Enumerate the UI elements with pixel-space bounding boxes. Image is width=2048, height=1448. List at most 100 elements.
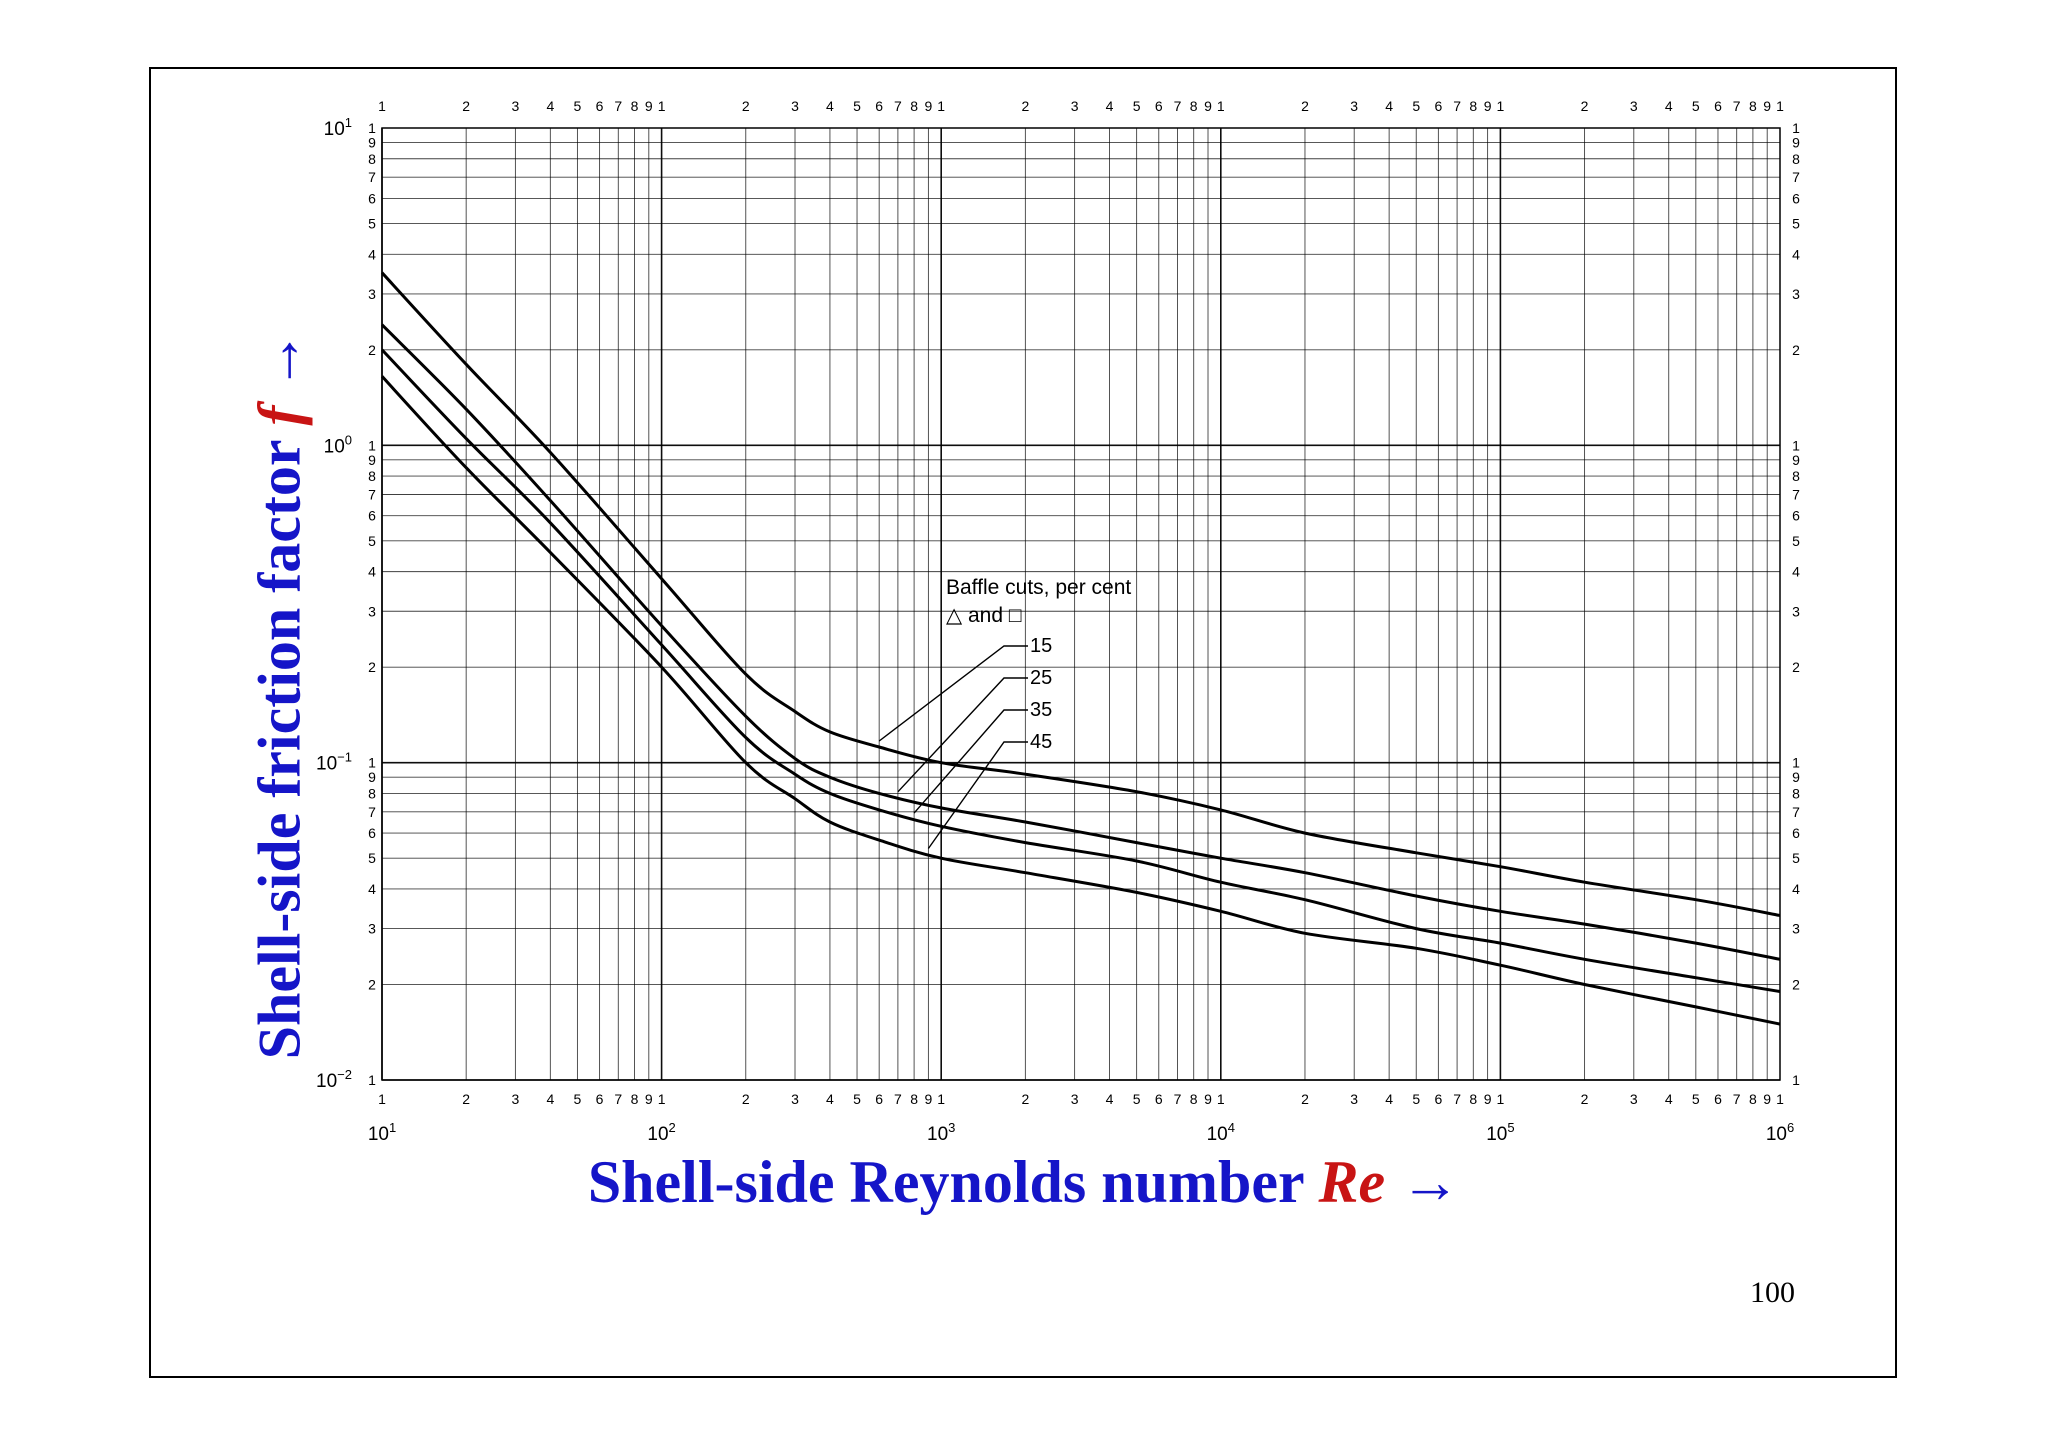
legend-leader-15 — [878, 645, 1028, 742]
x-tick-label-top: 2 — [462, 98, 470, 114]
y-tick-label-right: 1 — [1792, 120, 1800, 136]
y-decade-exponent: 1 — [345, 115, 352, 130]
legend-leader-25 — [897, 677, 1028, 793]
y-decade-label: 101 — [324, 115, 352, 140]
y-tick-label-left: 9 — [368, 135, 376, 151]
page-number: 100 — [1750, 1276, 1795, 1309]
x-tick-label-top: 3 — [512, 98, 520, 114]
x-tick-label-top: 6 — [1155, 98, 1163, 114]
x-tick-label-top: 7 — [614, 98, 622, 114]
y-tick-label-left: 7 — [368, 169, 376, 185]
y-tick-label-right: 5 — [1792, 850, 1800, 866]
x-tick-label-bottom: 6 — [596, 1091, 604, 1107]
y-tick-label-left: 5 — [368, 850, 376, 866]
x-axis-variable: Re — [1318, 1149, 1386, 1215]
x-tick-label-bottom: 8 — [910, 1091, 918, 1107]
y-tick-label-right: 7 — [1792, 169, 1800, 185]
y-tick-label-left: 8 — [368, 785, 376, 801]
x-tick-label-top: 5 — [853, 98, 861, 114]
y-tick-label-left: 1 — [368, 1072, 376, 1088]
x-tick-label-top: 7 — [1733, 98, 1741, 114]
x-tick-label-bottom: 5 — [574, 1091, 582, 1107]
x-tick-label-bottom: 9 — [1484, 1091, 1492, 1107]
y-tick-label-right: 1 — [1792, 437, 1800, 453]
y-tick-label-right: 1 — [1792, 755, 1800, 771]
x-tick-label-bottom: 1 — [1497, 1091, 1505, 1107]
y-tick-label-right: 4 — [1792, 246, 1800, 262]
x-decade-label: 101 — [368, 1120, 396, 1145]
legend-leader-35 — [913, 709, 1028, 814]
x-tick-label-top: 9 — [645, 98, 653, 114]
x-tick-label-top: 5 — [1133, 98, 1141, 114]
x-tick-label-bottom: 2 — [1021, 1091, 1029, 1107]
y-tick-label-right: 9 — [1792, 452, 1800, 468]
y-tick-label-left: 5 — [368, 533, 376, 549]
x-tick-label-bottom: 7 — [614, 1091, 622, 1107]
x-tick-label-top: 9 — [1763, 98, 1771, 114]
x-tick-label-bottom: 3 — [1350, 1091, 1358, 1107]
legend-title: Baffle cuts, per cent — [946, 576, 1131, 599]
x-tick-label-top: 5 — [1412, 98, 1420, 114]
x-tick-label-top: 3 — [1350, 98, 1358, 114]
x-tick-label-bottom: 6 — [1714, 1091, 1722, 1107]
x-tick-label-top: 1 — [1776, 98, 1784, 114]
x-tick-label-top: 2 — [742, 98, 750, 114]
y-tick-label-right: 1 — [1792, 1072, 1800, 1088]
x-tick-label-bottom: 2 — [1301, 1091, 1309, 1107]
x-tick-label-bottom: 4 — [826, 1091, 834, 1107]
x-tick-label-bottom: 7 — [894, 1091, 902, 1107]
x-tick-label-top: 4 — [1665, 98, 1673, 114]
x-tick-label-bottom: 1 — [658, 1091, 666, 1107]
y-decade-exponent: 0 — [345, 432, 352, 447]
x-tick-label-bottom: 8 — [631, 1091, 639, 1107]
x-tick-label-top: 3 — [1071, 98, 1079, 114]
y-tick-label-left: 6 — [368, 190, 376, 206]
y-decade-label: 10−2 — [316, 1067, 352, 1092]
y-tick-label-left: 7 — [368, 486, 376, 502]
slide-frame — [149, 67, 1897, 1378]
y-tick-label-right: 3 — [1792, 921, 1800, 937]
x-tick-label-top: 4 — [1106, 98, 1114, 114]
y-tick-label-left: 9 — [368, 452, 376, 468]
x-tick-label-top: 2 — [1021, 98, 1029, 114]
x-tick-label-bottom: 4 — [1665, 1091, 1673, 1107]
x-tick-label-top: 6 — [596, 98, 604, 114]
x-tick-label-top: 9 — [1204, 98, 1212, 114]
x-tick-label-bottom: 7 — [1733, 1091, 1741, 1107]
legend-label-15: 15 — [1030, 635, 1052, 657]
grid-minor-lines — [382, 128, 1780, 1080]
y-tick-label-left: 6 — [368, 508, 376, 524]
x-tick-label-top: 5 — [574, 98, 582, 114]
y-decade-label: 100 — [324, 432, 352, 457]
y-axis-label-text: Shell-side friction factor — [246, 440, 313, 1060]
plot-border — [381, 127, 1781, 1081]
x-tick-label-top: 7 — [894, 98, 902, 114]
y-tick-label-left: 6 — [368, 825, 376, 841]
x-tick-label-bottom: 4 — [1106, 1091, 1114, 1107]
x-tick-label-top: 9 — [925, 98, 933, 114]
y-decade-exponent: −2 — [337, 1067, 352, 1082]
y-tick-label-left: 4 — [368, 564, 376, 580]
x-tick-label-bottom: 7 — [1453, 1091, 1461, 1107]
y-tick-label-right: 3 — [1792, 286, 1800, 302]
x-tick-label-top: 1 — [1497, 98, 1505, 114]
x-tick-label-bottom: 7 — [1174, 1091, 1182, 1107]
x-tick-label-top: 2 — [1581, 98, 1589, 114]
y-tick-label-left: 1 — [368, 755, 376, 771]
y-tick-label-right: 5 — [1792, 216, 1800, 232]
x-tick-label-bottom: 8 — [1749, 1091, 1757, 1107]
x-tick-label-top: 4 — [1385, 98, 1393, 114]
x-tick-label-top: 5 — [1692, 98, 1700, 114]
x-tick-label-top: 2 — [1301, 98, 1309, 114]
x-tick-label-bottom: 8 — [1469, 1091, 1477, 1107]
x-tick-label-top: 4 — [546, 98, 554, 114]
y-tick-label-left: 5 — [368, 216, 376, 232]
x-tick-label-bottom: 5 — [1412, 1091, 1420, 1107]
y-tick-label-left: 3 — [368, 921, 376, 937]
y-tick-label-right: 4 — [1792, 564, 1800, 580]
legend-label-45: 45 — [1030, 731, 1052, 753]
legend-leader-45 — [927, 741, 1028, 849]
x-tick-label-top: 4 — [826, 98, 834, 114]
